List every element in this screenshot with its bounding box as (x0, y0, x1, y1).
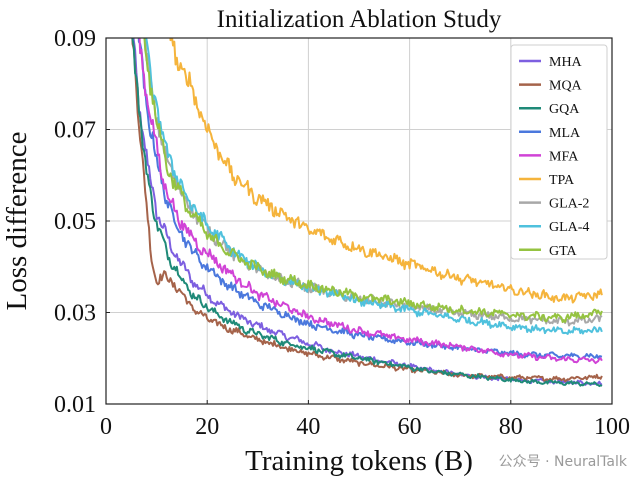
series-line-gla-4 (143, 38, 603, 335)
x-axis-label: Training tokens (B) (245, 445, 473, 477)
legend-label: GLA-2 (549, 197, 589, 212)
legend-box (510, 44, 608, 260)
legend-label: MHA (549, 55, 583, 70)
series-line-mqa (131, 38, 603, 383)
x-tick-label: 100 (594, 414, 630, 440)
series-line-tpa (169, 38, 603, 304)
series-line-mfa (138, 38, 603, 365)
legend-label: GTA (549, 244, 578, 259)
y-axis-label: Loss difference (1, 131, 33, 310)
series-line-gqa (131, 38, 603, 388)
legend: MHA MQA GQA MLA MFA TPA GLA-2 GLA-4 GTA (510, 44, 608, 260)
x-tick-label: 40 (296, 414, 320, 440)
legend-label: MQA (549, 79, 583, 94)
x-tick-label: 0 (100, 414, 112, 440)
legend-label: TPA (549, 173, 575, 188)
legend-label: GQA (549, 102, 580, 117)
chart-title: Initialization Ablation Study (217, 6, 502, 33)
series-line-gta (143, 38, 603, 324)
y-tick-label: 0.03 (54, 301, 96, 327)
y-tick-label: 0.01 (54, 392, 96, 418)
legend-label: MFA (549, 149, 579, 164)
watermark: 公众号 · NeuralTalk (499, 454, 628, 470)
x-tick-label: 20 (195, 414, 219, 440)
ticks: 0 20 40 60 80 100 0.01 0.03 0.05 0.07 0.09 (54, 26, 630, 440)
series-layer (131, 38, 603, 388)
legend-label: GLA-4 (549, 220, 589, 235)
legend-label: MLA (549, 126, 581, 141)
y-tick-label: 0.09 (54, 26, 96, 52)
x-tick-label: 60 (398, 414, 422, 440)
x-tick-label: 80 (499, 414, 523, 440)
y-tick-label: 0.07 (54, 118, 96, 144)
y-tick-label: 0.05 (54, 209, 96, 235)
series-line-mla (137, 38, 603, 361)
